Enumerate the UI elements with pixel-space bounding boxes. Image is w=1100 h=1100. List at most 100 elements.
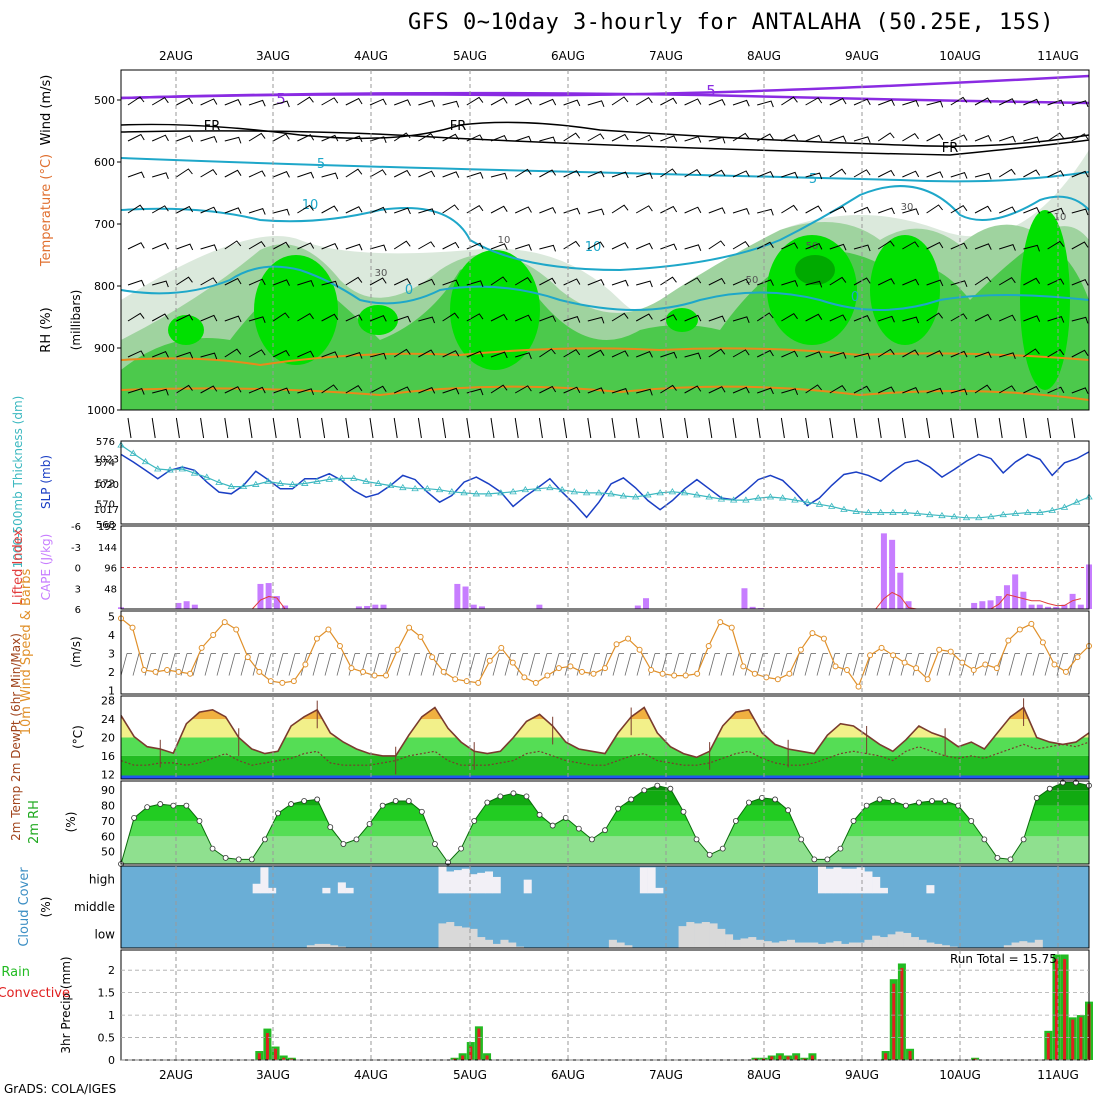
wind-barb (563, 386, 581, 394)
cape-bar (1053, 606, 1060, 609)
high-cloud-bar (864, 871, 873, 894)
wind-barb (369, 169, 387, 178)
li-tick-label: 3 (75, 584, 81, 595)
wind-barb (805, 280, 823, 288)
wind-barb (466, 313, 484, 322)
cape-bar (971, 602, 978, 609)
wind10-barb (132, 653, 140, 676)
thickness-point (374, 479, 383, 486)
top-day-label: 6AUG (551, 49, 585, 63)
wind10-point (313, 635, 320, 642)
contour-label: 10 (498, 235, 511, 246)
wind-barb (660, 168, 677, 178)
rh2m-point (641, 787, 648, 794)
rh2m-point (955, 802, 962, 809)
wind-barb (974, 135, 992, 142)
wind10-point (360, 668, 366, 675)
wind10-point (1062, 668, 1069, 675)
cape-bar (1028, 604, 1035, 609)
wind-barb (369, 136, 387, 143)
wind10-point (532, 679, 539, 686)
wind10-point (671, 672, 678, 679)
wind10-barb (264, 653, 272, 676)
wind10-axis-label: 10m Wind Speed & Barbs (19, 569, 34, 736)
precip-convective-bar (469, 1046, 473, 1060)
wind-barb (393, 240, 411, 250)
wind10-point (625, 635, 632, 642)
wind-barb (926, 171, 944, 178)
wind10-point (947, 648, 954, 655)
wind-barb (732, 208, 750, 215)
temp-band (121, 707, 1089, 720)
thickness-point (901, 508, 909, 515)
wind-barb (539, 98, 557, 106)
temp-unit: (°C) (71, 725, 85, 749)
high-cloud-bar (647, 867, 656, 894)
wind10-point (867, 652, 874, 659)
wind-barb (393, 169, 411, 178)
wind10-point (878, 644, 885, 651)
rh2m-point (327, 824, 334, 831)
wind-barb (466, 350, 484, 358)
high-cloud-bar (639, 867, 648, 894)
wind-barb (224, 315, 242, 323)
wind-barb (418, 349, 436, 358)
wind10-barb (276, 653, 284, 676)
rh-band (121, 805, 1089, 821)
wind10-point (440, 668, 447, 675)
wind-barb (345, 243, 363, 251)
wind-barb (660, 276, 677, 286)
precip-convective-bar (1054, 958, 1058, 1060)
cape-bar (987, 600, 994, 609)
wind10-point (475, 679, 482, 686)
wind10-point (774, 676, 781, 683)
cloud-bg (121, 866, 1089, 948)
wind-barb (200, 277, 218, 286)
rh2m-point (837, 845, 844, 852)
precip-convective-bar (810, 1055, 814, 1060)
high-cloud-bar (322, 887, 331, 894)
wind-barb (974, 172, 992, 180)
wind-barb (563, 132, 581, 142)
wind-barb (902, 132, 919, 142)
wind-barb (781, 134, 799, 142)
cape-bar (364, 605, 371, 609)
bottom-day-label: 9AUG (845, 1068, 879, 1082)
wind-barb (781, 171, 799, 179)
wind-barb (466, 96, 484, 106)
wind-barb (587, 349, 605, 358)
surface-wind-barb (369, 417, 374, 439)
precip-tick-label: 0 (108, 1054, 115, 1067)
wind10-barb (576, 653, 584, 676)
wind-barb (466, 134, 484, 142)
rh2m-point (680, 808, 687, 815)
low-cloud-bar (810, 942, 819, 948)
wind-barb (636, 280, 653, 288)
thickness-point (154, 465, 162, 472)
cape-bar (905, 601, 912, 609)
wind-barb (1023, 136, 1041, 144)
wind-barb (781, 242, 799, 250)
rh2m-point (536, 811, 543, 818)
wind-barb (321, 313, 339, 322)
low-cloud-bar (1019, 941, 1028, 948)
low-cloud-bar (1034, 939, 1043, 948)
precip-tick-label: 1.5 (98, 987, 116, 1000)
high-cloud-bar (655, 887, 664, 894)
rh-core (666, 308, 698, 332)
rh2m-point (458, 845, 465, 852)
wind-barb (539, 169, 557, 178)
cape-bar (470, 604, 477, 609)
surface-wind-barb (248, 417, 253, 439)
wind-barb (587, 316, 605, 324)
wind-barb (442, 204, 459, 214)
surface-wind-barb (514, 417, 519, 439)
wind-barb (539, 207, 557, 214)
wind10-point (371, 672, 378, 679)
wind-barb (732, 278, 750, 286)
wind-barb (877, 240, 895, 250)
wind-barb (490, 135, 508, 142)
thickness-point (962, 513, 971, 521)
wind-barb (321, 205, 339, 214)
cape-bar (355, 606, 362, 609)
